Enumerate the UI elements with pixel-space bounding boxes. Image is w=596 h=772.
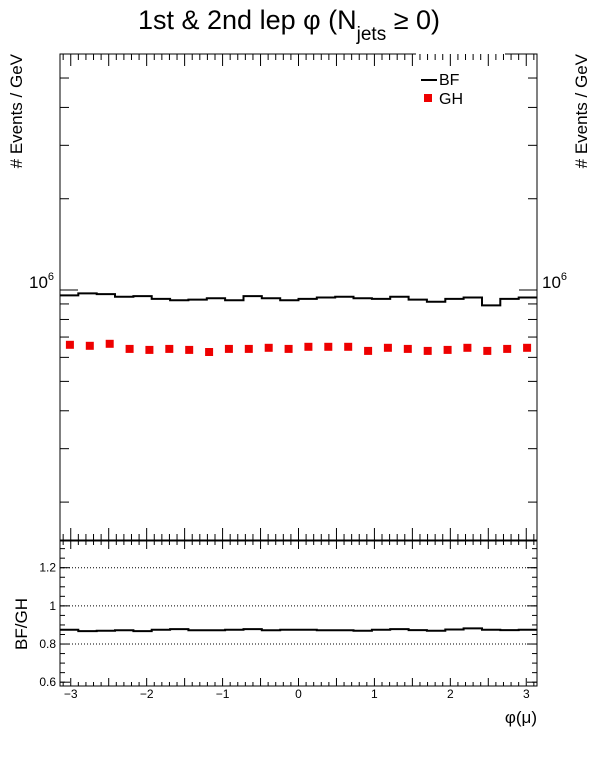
gh-point (105, 339, 114, 348)
gh-point (85, 341, 94, 350)
bottom-ytick-label: 1 (49, 599, 56, 613)
gh-point (344, 342, 353, 351)
bottom-xtick-label: −2 (140, 687, 154, 701)
top-panel-plot (60, 54, 537, 540)
top-ytick-label-left: 106 (29, 271, 54, 292)
legend-bf-label: BF (439, 72, 460, 89)
chart-title: 1st & 2nd lep φ (Njets ≥ 0) (138, 5, 440, 45)
bottom-xtick-label: 3 (523, 687, 530, 701)
gh-point (244, 344, 253, 353)
bottom-xtick-label: −3 (64, 687, 78, 701)
gh-point (185, 345, 194, 354)
gh-point (65, 340, 74, 349)
bottom-ytick-label: 0.8 (39, 637, 56, 651)
gh-point (264, 343, 273, 352)
gh-point (483, 346, 492, 355)
gh-point (145, 345, 154, 354)
bottom-panel-frame (59, 540, 538, 687)
legend-gh-label: GH (439, 91, 463, 108)
legend-gh-marker (424, 94, 432, 102)
gh-point (463, 343, 472, 352)
top-ylabel-right: # Events / GeV (572, 53, 591, 168)
gh-point (224, 344, 233, 353)
bottom-ytick-label: 0.6 (39, 675, 56, 689)
bottom-ylabel: BF/GH (12, 598, 31, 650)
gh-point (304, 342, 313, 351)
bf-series-line (60, 292, 537, 307)
top-ylabel-left: # Events / GeV (7, 53, 26, 168)
gh-point (383, 343, 392, 352)
gh-point (205, 348, 214, 356)
bottom-ytick-label: 1.2 (39, 561, 56, 575)
gh-point (423, 346, 432, 355)
ratio-series-line (60, 627, 537, 633)
gh-point (324, 342, 333, 351)
gh-point (284, 344, 293, 353)
bottom-xtick-label: 0 (295, 687, 302, 701)
gh-point (523, 343, 532, 352)
gh-point (403, 344, 412, 353)
gh-point (503, 344, 512, 353)
x-axis-title: φ(μ) (505, 708, 537, 727)
bottom-xtick-label: −1 (216, 687, 230, 701)
gh-point (165, 344, 174, 353)
bottom-xtick-label: 1 (371, 687, 378, 701)
gh-point (443, 345, 452, 354)
bottom-panel-plot: 0.6 0.8 1 1.2 −3 −2 −1 0 1 2 3 (39, 541, 537, 701)
gh-point (364, 346, 373, 355)
bottom-xtick-label: 2 (447, 687, 454, 701)
top-ytick-label-right: 106 (542, 271, 567, 292)
gh-point (125, 344, 134, 353)
